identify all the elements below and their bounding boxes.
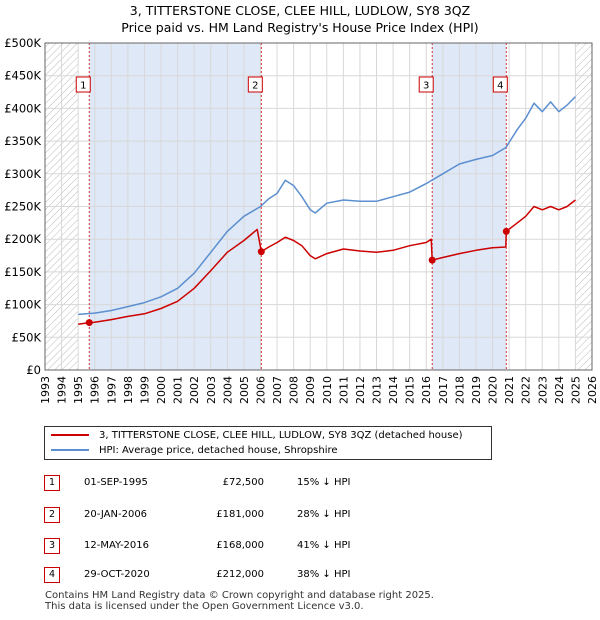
transaction-row: 2 20-JAN-2006 £181,000 28% ↓ HPI [44, 506, 544, 524]
footer-license: This data is licensed under the Open Gov… [45, 601, 364, 612]
x-tick-label: 2009 [304, 376, 317, 404]
legend-item-hpi: HPI: Average price, detached house, Shro… [51, 444, 338, 458]
x-tick-label: 2001 [172, 376, 185, 404]
x-tick-label: 2011 [337, 376, 350, 404]
x-tick-label: 2000 [155, 376, 168, 404]
transaction-date: 12-MAY-2016 [84, 540, 150, 551]
price-paid-line [78, 199, 576, 325]
transaction-price: £168,000 [216, 540, 264, 551]
x-tick-label: 2025 [569, 376, 582, 404]
x-tick-label: 2002 [188, 376, 201, 404]
transaction-hpi-diff: 38% ↓ HPI [297, 569, 351, 580]
x-tick-label: 1994 [56, 376, 69, 404]
transaction-hpi-diff: 28% ↓ HPI [297, 509, 351, 520]
y-tick-label: £400K [4, 101, 41, 115]
x-tick-label: 2019 [470, 376, 483, 404]
legend-item-price-paid: 3, TITTERSTONE CLOSE, CLEE HILL, LUDLOW,… [51, 429, 463, 443]
transaction-price: £181,000 [216, 509, 264, 520]
footer-copyright: Contains HM Land Registry data © Crown c… [45, 590, 434, 601]
transaction-date: 20-JAN-2006 [84, 509, 148, 520]
x-tick-label: 2004 [221, 376, 234, 404]
x-tick-label: 2021 [503, 376, 516, 404]
y-tick-label: £500K [4, 36, 41, 50]
marker-label-2: 2 [252, 81, 258, 92]
x-tick-label: 2015 [404, 376, 417, 404]
x-tick-label: 1997 [105, 376, 118, 404]
chart-title-subtitle: Price paid vs. HM Land Registry's House … [121, 20, 479, 35]
chart-legend: 3, TITTERSTONE CLOSE, CLEE HILL, LUDLOW,… [44, 426, 492, 460]
marker-label-box-1 [75, 76, 91, 93]
transaction-hpi-diff: 41% ↓ HPI [297, 540, 351, 551]
x-tick-label: 2006 [254, 376, 267, 404]
hpi-line [78, 96, 576, 316]
y-tick-label: £250K [4, 200, 41, 214]
legend-swatch-price-paid [51, 434, 89, 436]
sale-point-4 [502, 227, 510, 235]
x-tick-label: 1995 [72, 376, 85, 404]
transaction-hpi-diff: 15% ↓ HPI [297, 477, 351, 488]
marker-label-1: 1 [80, 81, 86, 92]
transaction-row: 4 29-OCT-2020 £212,000 38% ↓ HPI [44, 566, 544, 584]
transaction-row: 1 01-SEP-1995 £72,500 15% ↓ HPI [44, 474, 544, 492]
x-tick-label: 2018 [453, 376, 466, 404]
marker-label-box-2 [247, 76, 263, 93]
x-tick-label: 2016 [420, 376, 433, 404]
plot-frame [44, 42, 593, 371]
y-tick-label: £300K [4, 167, 41, 181]
transaction-row: 3 12-MAY-2016 £168,000 41% ↓ HPI [44, 537, 544, 555]
x-tick-label: 1996 [89, 376, 102, 404]
x-tick-label: 2020 [487, 376, 500, 404]
marker-label-3: 3 [423, 81, 429, 92]
price-chart: 1 2 3 4 £0 £50K £100K £150K £200K £250K £300K £350… [4, 36, 599, 404]
transaction-badge: 1 [44, 475, 60, 491]
sale-point-2 [257, 248, 265, 256]
x-tick-label: 2007 [271, 376, 284, 404]
x-tick-label: 2005 [238, 376, 251, 404]
sale-point-1 [85, 319, 93, 327]
x-tick-label: 2023 [536, 376, 549, 404]
y-tick-label: £350K [4, 134, 41, 148]
x-tick-label: 2010 [321, 376, 334, 404]
y-tick-label: £200K [4, 232, 41, 246]
x-tick-label: 2012 [354, 376, 367, 404]
legend-label-hpi: HPI: Average price, detached house, Shro… [99, 445, 338, 456]
legend-label-price-paid: 3, TITTERSTONE CLOSE, CLEE HILL, LUDLOW,… [99, 430, 463, 441]
y-tick-label: £50K [12, 330, 42, 344]
x-tick-label: 1999 [138, 376, 151, 404]
x-tick-label: 2008 [288, 376, 301, 404]
transaction-badge: 2 [44, 507, 60, 523]
x-tick-label: 2003 [205, 376, 218, 404]
transaction-date: 01-SEP-1995 [84, 477, 148, 488]
x-tick-label: 2017 [437, 376, 450, 404]
marker-label-4: 4 [497, 81, 503, 92]
y-tick-label: £450K [4, 69, 41, 83]
x-tick-label: 2024 [553, 376, 566, 404]
x-tick-label: 2014 [387, 376, 400, 404]
x-tick-label: 2013 [371, 376, 384, 404]
marker-label-box-4 [492, 76, 508, 93]
transaction-badge: 4 [44, 567, 60, 583]
x-tick-label: 1998 [122, 376, 135, 404]
transaction-price: £72,500 [222, 477, 264, 488]
x-tick-label: 2022 [520, 376, 533, 404]
y-tick-label: £0 [26, 363, 41, 377]
transaction-date: 29-OCT-2020 [84, 569, 150, 580]
sale-point-3 [428, 256, 436, 264]
transaction-badge: 3 [44, 538, 60, 554]
y-tick-label: £100K [4, 298, 41, 312]
x-tick-label: 2026 [586, 376, 599, 404]
legend-swatch-hpi [51, 449, 89, 451]
chart-title-address: 3, TITTERSTONE CLOSE, CLEE HILL, LUDLOW,… [129, 3, 471, 18]
transaction-price: £212,000 [216, 569, 264, 580]
x-tick-label: 1993 [39, 376, 52, 404]
y-tick-label: £150K [4, 265, 41, 279]
marker-label-box-3 [418, 76, 434, 93]
